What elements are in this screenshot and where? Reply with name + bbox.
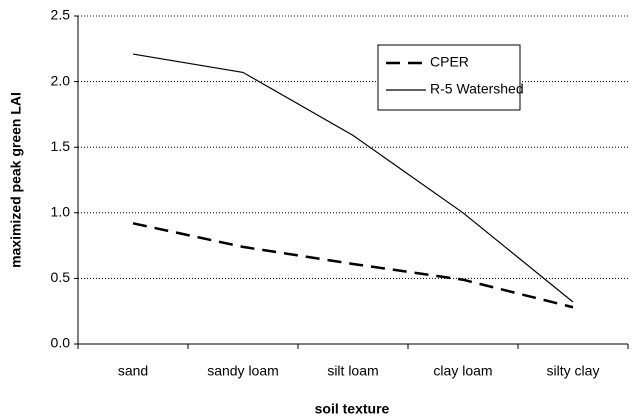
x-tick-label: sandy loam xyxy=(207,363,279,379)
y-tick-label: 1.0 xyxy=(51,204,71,220)
y-tick-label: 0.0 xyxy=(51,335,71,351)
legend-label: CPER xyxy=(430,54,469,70)
legend-box xyxy=(377,44,521,111)
y-tick-label: 2.0 xyxy=(51,72,71,88)
x-axis-title: soil texture xyxy=(315,401,390,417)
legend-label: R-5 Watershed xyxy=(430,81,524,97)
y-tick-label: 0.5 xyxy=(51,269,71,285)
x-tick-label: clay loam xyxy=(433,363,492,379)
series-line xyxy=(132,222,574,309)
y-tick-label: 1.5 xyxy=(51,138,71,154)
y-tick-label: 2.5 xyxy=(51,7,71,23)
y-axis-title: maximized peak green LAI xyxy=(8,92,24,268)
series-line xyxy=(132,53,574,303)
x-tick-label: sand xyxy=(118,363,148,379)
x-tick-label: silty clay xyxy=(547,363,600,379)
x-tick-label: silt loam xyxy=(327,363,378,379)
